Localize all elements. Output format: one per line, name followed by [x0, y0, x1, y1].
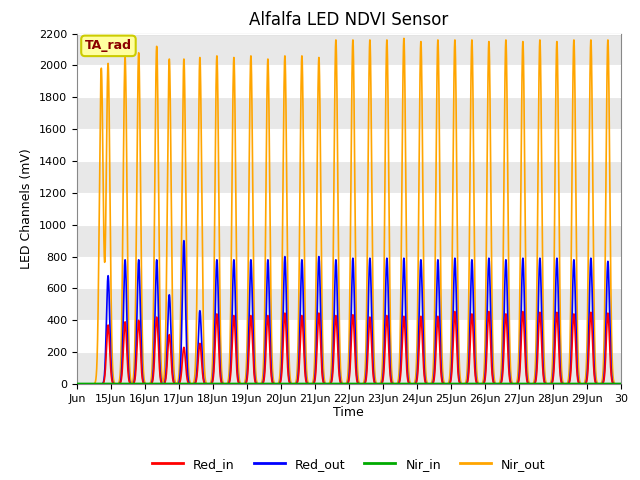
Bar [77, 193, 621, 225]
Bar [77, 65, 621, 97]
Legend: Red_in, Red_out, Nir_in, Nir_out: Red_in, Red_out, Nir_in, Nir_out [147, 453, 550, 476]
Text: TA_rad: TA_rad [85, 39, 132, 52]
Bar [77, 129, 621, 161]
Title: Alfalfa LED NDVI Sensor: Alfalfa LED NDVI Sensor [249, 11, 449, 29]
Bar [77, 320, 621, 352]
X-axis label: Time: Time [333, 407, 364, 420]
Y-axis label: LED Channels (mV): LED Channels (mV) [20, 148, 33, 269]
Bar [77, 2, 621, 34]
Bar [77, 257, 621, 288]
